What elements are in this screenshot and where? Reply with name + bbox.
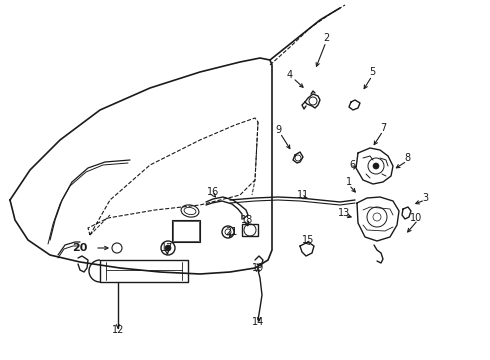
Bar xyxy=(172,220,200,242)
Text: 13: 13 xyxy=(338,208,350,218)
Text: 8: 8 xyxy=(404,153,410,163)
Text: 6: 6 xyxy=(349,160,355,170)
Circle shape xyxy=(373,163,379,169)
Text: 12: 12 xyxy=(112,325,124,335)
Text: 5: 5 xyxy=(369,67,375,77)
Text: 18: 18 xyxy=(241,215,253,225)
Bar xyxy=(100,260,188,282)
Text: 1: 1 xyxy=(346,177,352,187)
Text: 17: 17 xyxy=(161,243,173,253)
Text: 2: 2 xyxy=(323,33,329,43)
Text: 21: 21 xyxy=(225,227,237,237)
Bar xyxy=(173,221,199,241)
Text: 4: 4 xyxy=(287,70,293,80)
Text: 7: 7 xyxy=(380,123,386,133)
Text: 16: 16 xyxy=(207,187,219,197)
Text: 19: 19 xyxy=(252,263,264,273)
Text: 15: 15 xyxy=(302,235,314,245)
Circle shape xyxy=(165,245,171,251)
Bar xyxy=(242,224,258,236)
Text: 20: 20 xyxy=(73,243,88,253)
Text: 14: 14 xyxy=(252,317,264,327)
Text: 11: 11 xyxy=(297,190,309,200)
Text: 9: 9 xyxy=(275,125,281,135)
Text: 10: 10 xyxy=(410,213,422,223)
Text: 3: 3 xyxy=(422,193,428,203)
